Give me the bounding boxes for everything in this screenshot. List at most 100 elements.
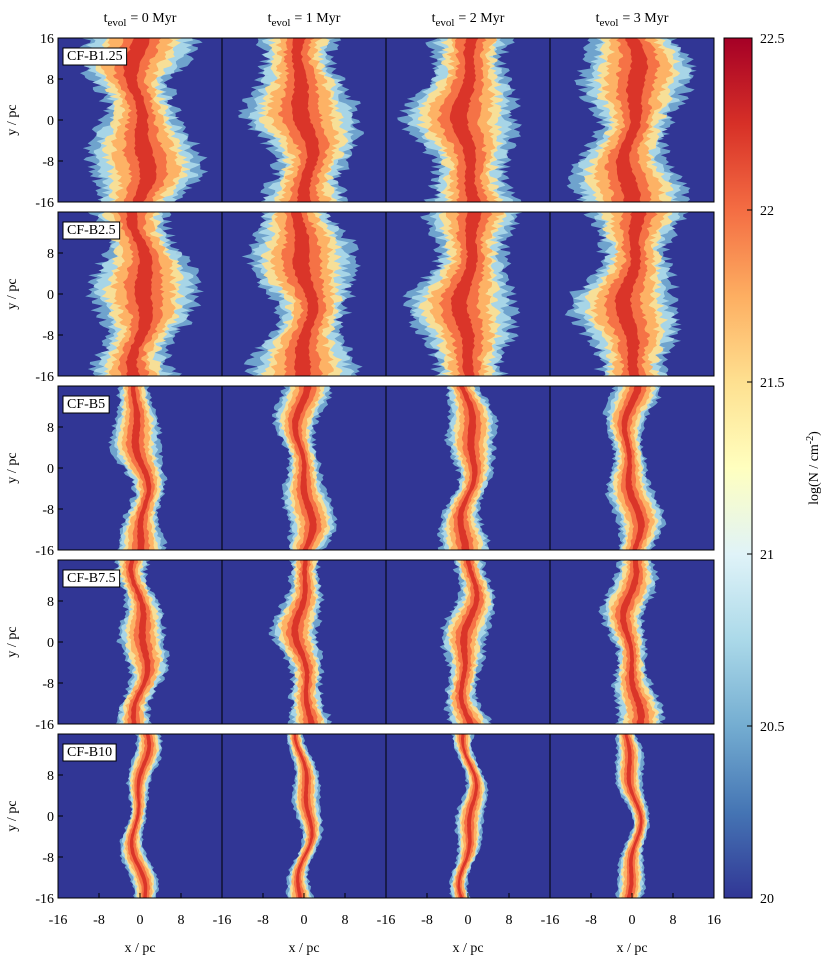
label-text: log(N / cm bbox=[807, 444, 822, 505]
y-tick-label: 8 bbox=[47, 421, 54, 436]
y-tick-label: -16 bbox=[35, 370, 54, 385]
row-label-box bbox=[62, 47, 128, 66]
panel bbox=[58, 38, 222, 202]
y-tick-label: 8 bbox=[47, 247, 54, 262]
y-axis-label: y / pc bbox=[5, 626, 20, 657]
x-tick-label: 0 bbox=[301, 913, 308, 928]
density-region bbox=[614, 560, 650, 724]
row-label-box bbox=[62, 395, 110, 414]
panel bbox=[386, 386, 550, 550]
density-region bbox=[621, 386, 645, 550]
y-tick-label: -8 bbox=[42, 677, 54, 692]
panel bbox=[386, 38, 550, 202]
panel bbox=[386, 560, 550, 724]
panel-frame bbox=[549, 37, 715, 203]
title-subscript: evol bbox=[271, 17, 290, 29]
title-text: = 3 Myr bbox=[622, 11, 668, 26]
panel bbox=[386, 734, 550, 898]
y-axis-label: y / pc bbox=[5, 104, 20, 135]
density-region bbox=[291, 560, 315, 724]
density-region bbox=[457, 386, 478, 550]
density-region bbox=[125, 386, 155, 550]
density-region bbox=[619, 560, 645, 724]
density-region bbox=[457, 734, 479, 898]
colorbar-label: log(N / cm-2) bbox=[805, 431, 822, 505]
x-axis-label: x / pc bbox=[452, 941, 483, 956]
title-symbol: t bbox=[596, 11, 600, 26]
y-tick-label: 8 bbox=[47, 595, 54, 610]
colorbar-tick-label: 21 bbox=[760, 548, 774, 563]
row-label: CF-B5 bbox=[67, 397, 105, 412]
row-label-box bbox=[62, 221, 121, 240]
title-subscript: evol bbox=[107, 17, 126, 29]
density-region bbox=[289, 734, 318, 898]
y-tick-label: -8 bbox=[42, 851, 54, 866]
y-tick-label: 8 bbox=[47, 769, 54, 784]
density-region bbox=[615, 38, 649, 202]
row-label: CF-B10 bbox=[67, 745, 112, 760]
panel bbox=[222, 560, 386, 724]
density-region bbox=[292, 734, 316, 898]
title-text: = 2 Myr bbox=[458, 11, 504, 26]
y-tick-label: -8 bbox=[42, 503, 54, 518]
panel bbox=[222, 386, 386, 550]
y-tick-label: 0 bbox=[47, 636, 54, 651]
density-region bbox=[450, 212, 482, 376]
y-tick-label: 0 bbox=[47, 288, 54, 303]
colorbar-tick-label: 22.5 bbox=[760, 32, 785, 47]
title-text: = 0 Myr bbox=[130, 11, 176, 26]
title-text: = 1 Myr bbox=[294, 11, 340, 26]
y-tick-label: -16 bbox=[35, 544, 54, 559]
y-tick-label: -8 bbox=[42, 329, 54, 344]
panel bbox=[58, 734, 222, 898]
density-region bbox=[291, 386, 317, 550]
colorbar-tick-label: 20.5 bbox=[760, 720, 785, 735]
title-subscript: evol bbox=[435, 17, 454, 29]
x-tick-label: -16 bbox=[377, 913, 396, 928]
x-tick-label: -8 bbox=[421, 913, 433, 928]
panel bbox=[550, 734, 714, 898]
density-region bbox=[614, 212, 647, 376]
column-title: tevol = 0 Myr bbox=[104, 11, 177, 29]
panel bbox=[58, 560, 222, 724]
y-axis-label: y / pc bbox=[5, 278, 20, 309]
density-region bbox=[130, 386, 152, 550]
title-symbol: t bbox=[268, 11, 272, 26]
density-region bbox=[123, 38, 157, 202]
y-tick-label: -8 bbox=[42, 155, 54, 170]
colorbar-tick-label: 20 bbox=[760, 892, 774, 907]
x-axis-label: x / pc bbox=[288, 941, 319, 956]
x-tick-label: 0 bbox=[629, 913, 636, 928]
row-label-box bbox=[62, 743, 117, 762]
x-axis-label: x / pc bbox=[616, 941, 647, 956]
panel bbox=[222, 38, 386, 202]
column-title: tevol = 3 Myr bbox=[596, 11, 669, 29]
colorbar-tick-label: 21.5 bbox=[760, 376, 785, 391]
y-axis-label: y / pc bbox=[5, 800, 20, 831]
x-tick-label: -8 bbox=[257, 913, 269, 928]
column-title: tevol = 2 Myr bbox=[432, 11, 505, 29]
density-region bbox=[290, 38, 320, 202]
density-region bbox=[129, 734, 152, 898]
colorbar-tick-label: 22 bbox=[760, 204, 774, 219]
y-tick-label: 0 bbox=[47, 114, 54, 129]
title-subscript: evol bbox=[599, 17, 618, 29]
panel bbox=[222, 212, 386, 376]
y-tick-label: 0 bbox=[47, 810, 54, 825]
x-tick-label: 8 bbox=[506, 913, 513, 928]
column-title: tevol = 1 Myr bbox=[268, 11, 341, 29]
y-tick-label: -16 bbox=[35, 892, 54, 907]
x-tick-label: 8 bbox=[670, 913, 677, 928]
panel bbox=[58, 212, 222, 376]
y-tick-label: 0 bbox=[47, 462, 54, 477]
y-tick-label: 16 bbox=[40, 32, 54, 47]
density-region bbox=[285, 560, 318, 724]
panel-frame bbox=[549, 211, 715, 377]
x-axis-label: x / pc bbox=[124, 941, 155, 956]
x-tick-label: -16 bbox=[541, 913, 560, 928]
row-label: CF-B2.5 bbox=[67, 223, 116, 238]
x-tick-label: 8 bbox=[178, 913, 185, 928]
density-region bbox=[449, 38, 482, 202]
panel bbox=[58, 386, 222, 550]
y-tick-label: -16 bbox=[35, 196, 54, 211]
